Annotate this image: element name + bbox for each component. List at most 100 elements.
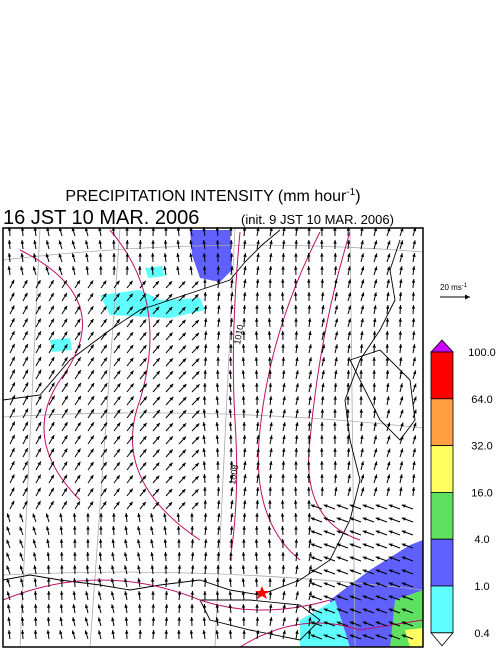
wind-head	[195, 384, 200, 389]
wind-head	[386, 409, 391, 414]
wind-head	[242, 526, 246, 530]
wind-head	[411, 266, 416, 270]
wind-head	[181, 475, 186, 480]
wind-head	[190, 565, 195, 569]
wind-head	[268, 396, 273, 400]
wind-head	[320, 227, 324, 231]
reference-text: 20 ms	[440, 283, 462, 292]
wind-head	[190, 604, 194, 608]
wind-head	[321, 305, 325, 309]
wind-head	[323, 543, 328, 547]
wind-head	[333, 227, 337, 231]
wind-head	[241, 344, 246, 348]
wind-head	[216, 474, 220, 478]
wind-head	[387, 448, 391, 453]
wind-head	[168, 462, 173, 467]
wind-head	[116, 462, 120, 467]
wind-head	[11, 369, 15, 374]
wind-head	[359, 370, 363, 374]
wind-head	[268, 266, 273, 270]
wind-head	[99, 513, 103, 517]
wind-head	[176, 253, 180, 257]
wind-head	[388, 634, 393, 638]
wind-head	[241, 357, 246, 361]
wind-head	[51, 408, 55, 413]
wind-head	[169, 410, 174, 414]
wind-head	[281, 240, 286, 244]
wind-head	[164, 591, 169, 595]
wind-head	[308, 409, 312, 413]
isobar-label: 1008	[227, 464, 240, 485]
wind-head	[308, 604, 312, 609]
colorbar-box	[430, 445, 454, 493]
wind-head	[194, 476, 199, 480]
wind-head	[11, 292, 15, 297]
wind-head	[24, 448, 28, 453]
wind-head	[143, 396, 147, 401]
wind-head	[124, 604, 128, 608]
wind-head	[346, 448, 351, 452]
wind-head	[76, 488, 81, 493]
wind-head	[295, 591, 299, 596]
wind-head	[336, 504, 341, 508]
wind-head	[412, 240, 416, 245]
wind-head	[346, 396, 350, 400]
wind-head	[216, 565, 220, 569]
wind-head	[51, 369, 55, 374]
wind-head	[268, 500, 272, 504]
wind-head	[103, 396, 108, 401]
wind-head	[215, 422, 219, 426]
wind-head	[412, 461, 416, 466]
wind-head	[333, 448, 337, 452]
wind-head	[90, 435, 94, 440]
wind-head	[203, 487, 207, 491]
wind-head	[307, 422, 312, 426]
wind-head	[116, 344, 121, 349]
wind-head	[228, 578, 233, 582]
wind-head	[334, 357, 338, 362]
wind-head	[203, 513, 208, 517]
wind-head	[256, 253, 260, 258]
title-sup: -1	[346, 187, 355, 198]
wind-head	[228, 630, 233, 634]
wind-head	[72, 604, 76, 609]
wind-head	[177, 630, 181, 634]
wind-head	[37, 435, 42, 440]
wind-head	[64, 382, 68, 387]
wind-head	[77, 344, 81, 349]
wind-head	[267, 318, 272, 322]
wind-head	[37, 421, 42, 426]
wind-head	[102, 293, 107, 298]
wind-head	[228, 409, 233, 413]
wind-head	[375, 582, 380, 586]
wind-head	[112, 513, 116, 517]
wind-head	[307, 240, 311, 244]
wind-head	[11, 305, 15, 310]
wind-head	[137, 591, 142, 595]
wind-head	[255, 500, 260, 504]
wind-head	[97, 630, 102, 635]
wind-head	[372, 331, 377, 335]
wind-head	[346, 422, 350, 426]
wind-head	[294, 513, 298, 517]
wind-head	[230, 487, 234, 491]
wind-head	[282, 604, 286, 609]
wind-head	[360, 227, 364, 231]
wind-head	[295, 357, 299, 361]
wind-head	[129, 462, 134, 467]
wind-head	[216, 331, 221, 335]
wind-head	[256, 266, 260, 270]
wind-head	[347, 344, 351, 349]
wind-head	[385, 305, 390, 309]
wind-head	[163, 552, 168, 556]
wind-head	[112, 253, 116, 257]
wind-head	[137, 526, 141, 531]
wind-head	[242, 292, 247, 296]
wind-head	[268, 565, 272, 569]
wind-head	[138, 630, 142, 634]
wind-head	[195, 397, 200, 401]
coast	[349, 349, 416, 441]
wind-head	[63, 280, 67, 285]
wind-head	[151, 617, 156, 621]
wind-head	[295, 630, 299, 634]
